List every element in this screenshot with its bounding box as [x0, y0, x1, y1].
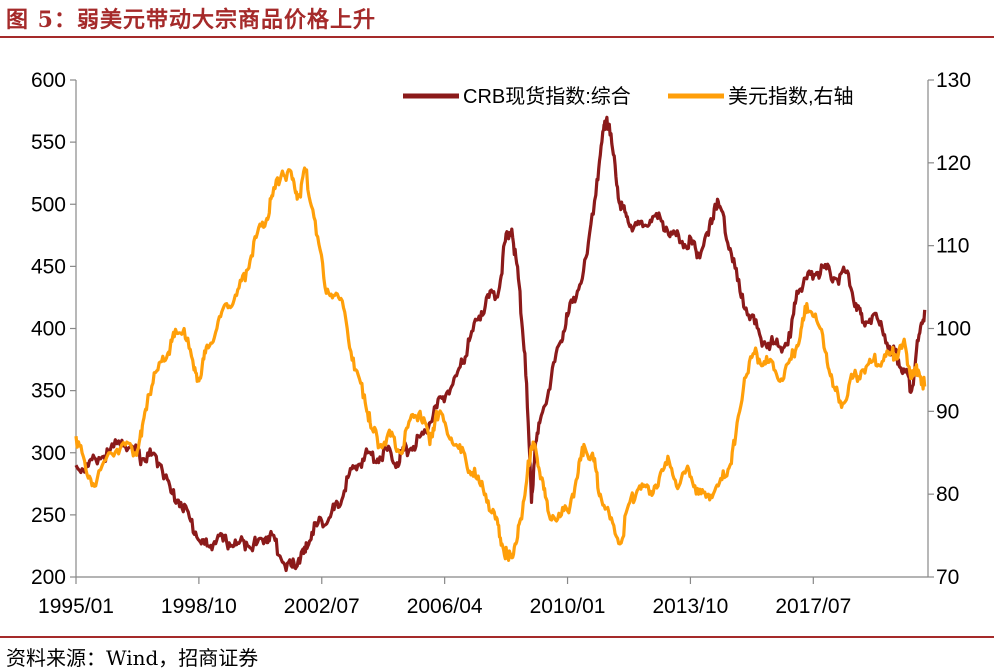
left-tick-label: 300	[31, 442, 66, 465]
left-tick-label: 350	[31, 380, 66, 403]
x-tick-label: 2010/01	[530, 595, 606, 618]
x-tick-label: 2017/07	[775, 595, 851, 618]
figure-title: 图 5：弱美元带动大宗商品价格上升	[6, 7, 376, 33]
right-tick-label: 70	[936, 566, 959, 589]
right-tick-label: 130	[936, 69, 971, 92]
legend: CRB现货指数:综合 美元指数,右轴	[403, 85, 854, 108]
chart: 200 250 300 350 400 450 500 550 600 70 80 90 100 110 1…	[31, 69, 971, 618]
title-rule	[0, 36, 994, 38]
left-tick-label: 450	[31, 255, 66, 278]
x-tick-label: 2006/04	[407, 595, 483, 618]
right-tick-label: 100	[936, 318, 971, 341]
right-tick-label: 120	[936, 152, 971, 175]
usd-index-line	[74, 166, 927, 563]
left-tick-label: 600	[31, 69, 66, 92]
left-tick-label: 500	[31, 193, 66, 216]
x-tick-label: 1998/10	[161, 595, 237, 618]
left-tick-label: 250	[31, 504, 66, 527]
x-tick-label: 2013/10	[652, 595, 728, 618]
x-tick-label: 1995/01	[38, 595, 114, 618]
crb-index-line	[74, 115, 927, 573]
left-tick-label: 400	[31, 318, 66, 341]
right-tick-label: 90	[936, 400, 959, 423]
right-tick-label: 80	[936, 483, 959, 506]
x-tick-label: 2002/07	[284, 595, 360, 618]
left-tick-label: 200	[31, 566, 66, 589]
series-lines	[74, 115, 927, 573]
left-tick-label: 550	[31, 131, 66, 154]
right-tick-label: 110	[936, 235, 969, 258]
source-rule	[0, 636, 994, 638]
legend-label-crb: CRB现货指数:综合	[463, 85, 631, 108]
source-note: 资料来源：Wind，招商证券	[6, 646, 259, 670]
legend-label-usd: 美元指数,右轴	[728, 85, 854, 108]
axes: 200 250 300 350 400 450 500 550 600 70 80 90 100 110 1…	[31, 69, 971, 618]
